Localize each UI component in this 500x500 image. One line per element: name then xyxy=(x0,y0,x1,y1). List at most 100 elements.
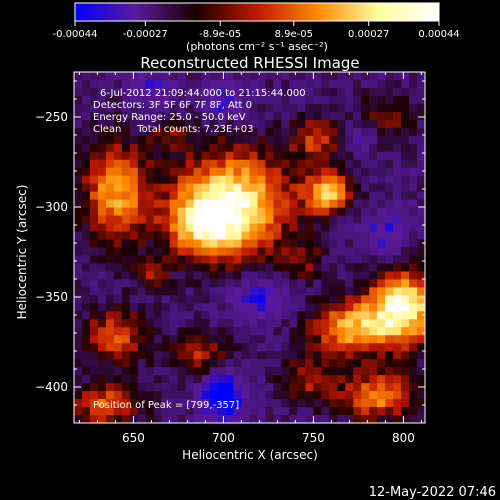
heatmap-cell xyxy=(385,79,394,89)
heatmap-cell xyxy=(241,255,251,265)
heatmap-cell xyxy=(89,72,99,81)
heatmap-cell xyxy=(153,287,163,296)
heatmap-cell xyxy=(417,351,425,360)
heatmap-cell xyxy=(121,103,131,113)
heatmap-cell xyxy=(409,239,418,249)
heatmap-cell xyxy=(297,223,306,233)
heatmap-cell xyxy=(121,183,131,193)
heatmap-cell xyxy=(377,87,386,97)
heatmap-cell xyxy=(313,359,322,368)
heatmap-cell xyxy=(273,175,283,185)
heatmap-cell xyxy=(241,415,251,423)
heatmap-cell xyxy=(265,351,275,360)
heatmap-cell xyxy=(74,111,83,121)
heatmap-cell xyxy=(257,303,267,312)
heatmap-cell xyxy=(97,159,107,169)
heatmap-cell xyxy=(313,367,322,376)
heatmap-cell xyxy=(177,303,187,312)
heatmap-cell xyxy=(281,319,290,328)
heatmap-cell xyxy=(305,231,314,241)
heatmap-cell xyxy=(241,383,251,392)
heatmap-cell xyxy=(145,375,155,384)
heatmap-cell xyxy=(225,111,235,121)
heatmap-cell xyxy=(241,143,251,153)
heatmap-cell xyxy=(401,263,410,273)
heatmap-cell xyxy=(193,263,203,273)
heatmap-cell xyxy=(153,335,163,344)
heatmap-cell xyxy=(417,175,425,185)
heatmap-cell xyxy=(129,407,139,416)
heatmap-cell xyxy=(81,103,91,113)
heatmap-cell xyxy=(353,415,362,423)
heatmap-cell xyxy=(409,143,418,153)
heatmap-cell xyxy=(89,319,99,328)
heatmap-cell xyxy=(97,135,107,145)
heatmap-cell xyxy=(209,111,219,121)
heatmap-cell xyxy=(273,79,283,89)
heatmap-cell xyxy=(281,231,290,241)
heatmap-cell xyxy=(217,119,227,129)
heatmap-cell xyxy=(321,87,330,97)
heatmap-cell xyxy=(145,183,155,193)
heatmap-cell xyxy=(321,303,330,312)
heatmap-cell xyxy=(329,263,338,273)
heatmap-cell xyxy=(225,167,235,177)
heatmap-cell xyxy=(281,143,290,153)
heatmap-cell xyxy=(329,79,338,89)
info-detectors: Detectors: 3F 5F 6F 7F 8F, Att 0 xyxy=(93,100,252,111)
heatmap-cell xyxy=(257,111,267,121)
heatmap-cell xyxy=(409,95,418,105)
heatmap-cell xyxy=(297,191,306,201)
heatmap-cell xyxy=(353,223,362,233)
heatmap-cell xyxy=(281,95,290,105)
heatmap-cell xyxy=(201,79,211,89)
heatmap-cell xyxy=(329,199,338,209)
heatmap-cell xyxy=(257,327,267,336)
heatmap-cell xyxy=(74,271,83,281)
heatmap-cell xyxy=(217,327,227,336)
heatmap-cell xyxy=(137,79,147,89)
chart-title: Reconstructed RHESSI Image xyxy=(140,54,359,72)
heatmap-cell xyxy=(337,103,346,113)
heatmap-cell xyxy=(409,367,418,376)
heatmap-cell xyxy=(193,255,203,265)
heatmap-cell xyxy=(409,343,418,352)
heatmap-cell xyxy=(353,215,362,225)
heatmap-cell xyxy=(273,343,283,352)
heatmap-cell xyxy=(241,279,251,288)
heatmap-cell xyxy=(305,287,314,296)
heatmap-cell xyxy=(153,327,163,336)
heatmap-cell xyxy=(81,311,91,320)
heatmap-cell xyxy=(401,135,410,145)
heatmap-cell xyxy=(201,263,211,273)
heatmap-cell xyxy=(153,127,163,137)
heatmap-cell xyxy=(217,199,227,209)
heatmap-cell xyxy=(161,87,171,97)
heatmap-cell xyxy=(321,295,330,304)
heatmap-cell xyxy=(361,407,370,416)
heatmap-cell xyxy=(305,311,314,320)
heatmap-cell xyxy=(409,207,418,217)
heatmap-cell xyxy=(225,247,235,257)
heatmap-cell xyxy=(361,199,370,209)
heatmap-cell xyxy=(89,191,99,201)
heatmap-cell xyxy=(385,87,394,97)
heatmap-cell xyxy=(353,207,362,217)
heatmap-cell xyxy=(129,223,139,233)
heatmap-cell xyxy=(313,335,322,344)
heatmap-cell xyxy=(329,391,338,400)
heatmap-cell xyxy=(201,399,211,408)
heatmap-cell xyxy=(265,183,275,193)
heatmap-cell xyxy=(193,279,203,288)
heatmap-cell xyxy=(321,351,330,360)
heatmap-cell xyxy=(257,183,267,193)
heatmap-cell xyxy=(337,319,346,328)
heatmap-cell xyxy=(225,223,235,233)
heatmap-cell xyxy=(345,191,354,201)
heatmap-cell xyxy=(369,223,378,233)
heatmap-cell xyxy=(401,207,410,217)
heatmap-cell xyxy=(377,367,386,376)
heatmap-cell xyxy=(153,383,163,392)
heatmap-cell xyxy=(329,143,338,153)
heatmap-cell xyxy=(105,191,115,201)
